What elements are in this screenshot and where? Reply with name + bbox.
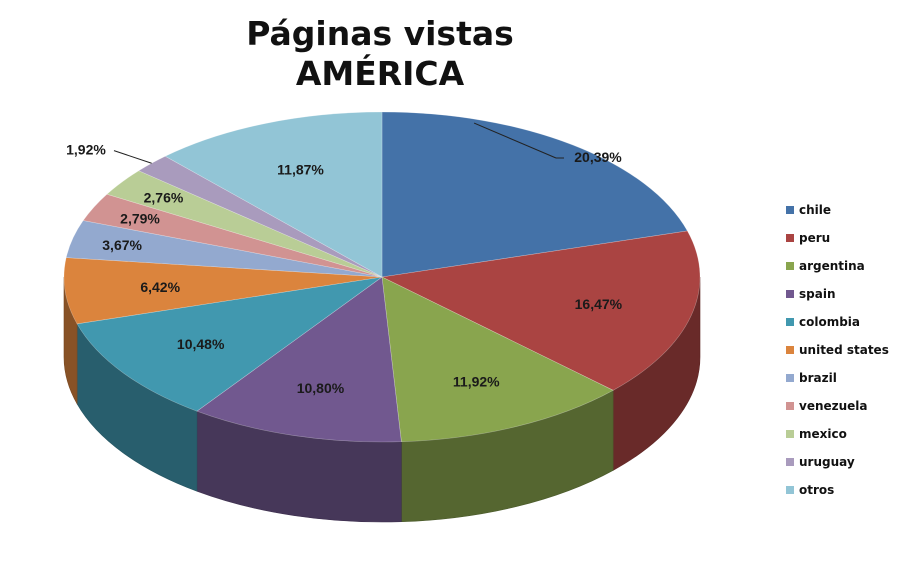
- legend-label: colombia: [799, 315, 861, 329]
- legend-swatch: [786, 402, 794, 410]
- legend-item-uruguay: uruguay: [786, 448, 898, 476]
- legend-item-united-states: united states: [786, 336, 898, 364]
- legend-item-otros: otros: [786, 476, 898, 504]
- legend-swatch: [786, 262, 794, 270]
- pie-slice-chile: [381, 111, 688, 278]
- legend-label: united states: [799, 343, 889, 357]
- legend-item-colombia: colombia: [786, 308, 898, 336]
- legend-swatch: [786, 234, 794, 242]
- data-label-mexico: 2,76%: [144, 189, 184, 205]
- data-label-otros: 11,87%: [277, 162, 324, 178]
- chart-legend: chile peru argentina spain colombia united st…: [786, 196, 898, 504]
- data-label-argentina: 11,92%: [453, 374, 500, 390]
- legend-label: otros: [799, 483, 835, 497]
- pie-slice-mexico: [106, 170, 383, 278]
- pie-slice-brazil: [65, 220, 383, 278]
- legend-item-venezuela: venezuela: [786, 392, 898, 420]
- legend-item-peru: peru: [786, 224, 898, 252]
- leader-line-chile: [473, 122, 557, 159]
- pie-top-group: [63, 111, 701, 443]
- pie-slice-argentina: [381, 276, 614, 443]
- legend-label: argentina: [799, 259, 865, 273]
- data-label-colombia: 10,48%: [177, 336, 225, 352]
- pie-slice-colombia: [76, 276, 383, 412]
- legend-item-mexico: mexico: [786, 420, 898, 448]
- pie-label-group: 20,39% 16,47% 11,92% 10,80% 10,48% 6,42% 3,67%…: [66, 122, 623, 396]
- legend-label: spain: [799, 287, 836, 301]
- legend-label: brazil: [799, 371, 837, 385]
- data-label-chile: 20,39%: [574, 149, 622, 165]
- pie-slice-venezuela: [82, 193, 383, 278]
- legend-swatch: [786, 486, 794, 494]
- data-label-spain: 10,80%: [297, 380, 345, 396]
- legend-item-brazil: brazil: [786, 364, 898, 392]
- pie-side-group: [63, 276, 701, 523]
- data-label-united-states: 6,42%: [140, 279, 180, 295]
- pie-slice-spain: [196, 276, 402, 443]
- data-label-peru: 16,47%: [575, 296, 623, 312]
- pie-slice-peru: [381, 230, 701, 391]
- legend-label: chile: [799, 203, 832, 217]
- legend-label: venezuela: [799, 399, 868, 413]
- legend-swatch: [786, 374, 794, 382]
- legend-label: mexico: [799, 427, 847, 441]
- legend-item-chile: chile: [786, 196, 898, 224]
- leader-line-uruguay: [113, 150, 152, 164]
- chart-title: Páginas vistas AMÉRICA: [0, 14, 760, 94]
- data-label-brazil: 3,67%: [102, 237, 142, 253]
- legend-item-argentina: argentina: [786, 252, 898, 280]
- data-label-venezuela: 2,79%: [120, 210, 160, 226]
- pie-slice-united-states: [63, 257, 383, 325]
- legend-swatch: [786, 318, 794, 326]
- legend-label: peru: [799, 231, 831, 245]
- data-label-uruguay: 1,92%: [66, 142, 106, 158]
- chart-title-line-2: AMÉRICA: [295, 54, 465, 93]
- legend-swatch: [786, 430, 794, 438]
- legend-label: uruguay: [799, 455, 855, 469]
- chart-title-line-1: Páginas vistas: [246, 14, 514, 53]
- legend-swatch: [786, 346, 794, 354]
- legend-swatch: [786, 458, 794, 466]
- legend-swatch: [786, 206, 794, 214]
- legend-item-spain: spain: [786, 280, 898, 308]
- pie-slice-otros: [164, 111, 383, 278]
- legend-swatch: [786, 290, 794, 298]
